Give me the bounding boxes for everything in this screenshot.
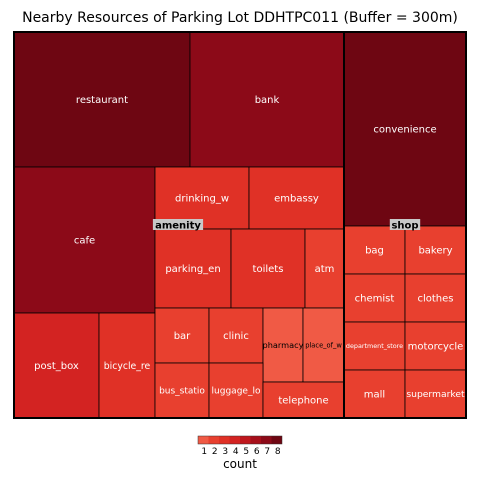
- legend-tick-5: 5: [243, 447, 249, 457]
- legend-tick-6: 6: [254, 447, 260, 457]
- legend-swatch-5: [240, 436, 251, 444]
- legend-swatch-6: [250, 436, 261, 444]
- tile-label-bag: bag: [365, 246, 384, 257]
- legend-swatch-1: [198, 436, 209, 444]
- tile-atm: [304, 228, 345, 309]
- tile-label-drinking-w: drinking_w: [175, 194, 229, 205]
- legend-tick-2: 2: [212, 447, 218, 457]
- tile-label-embassy: embassy: [274, 194, 319, 205]
- tile-bakery: [404, 225, 467, 275]
- tile-department-store: [343, 321, 406, 371]
- legend-swatch-8: [271, 436, 282, 444]
- tile-label-bus-statio: bus_statio: [159, 387, 205, 397]
- group-label-shop: shop: [391, 221, 418, 232]
- group-label-bg-shop: [389, 219, 421, 230]
- tile-label-pharmacy: pharmacy: [263, 340, 304, 350]
- tile-bank: [189, 31, 345, 168]
- tile-toilets: [230, 228, 306, 309]
- tile-label-bank: bank: [255, 95, 280, 106]
- tile-label-clothes: clothes: [417, 294, 453, 305]
- legend-swatch-3: [219, 436, 230, 444]
- tile-label-telephone: telephone: [278, 396, 328, 407]
- tile-convenience: [343, 31, 467, 227]
- tile-label-luggage-lo: luggage_lo: [212, 387, 261, 397]
- tile-label-bar: bar: [174, 331, 191, 342]
- legend-tick-1: 1: [201, 447, 207, 457]
- tile-label-restaurant: restaurant: [76, 95, 128, 106]
- tile-label-atm: atm: [315, 264, 335, 275]
- legend-swatch-7: [261, 436, 272, 444]
- chart-title: Nearby Resources of Parking Lot DDHTPC01…: [22, 10, 458, 26]
- legend-tick-8: 8: [275, 447, 281, 457]
- legend-swatch-2: [208, 436, 219, 444]
- tile-label-bicycle-re: bicycle_re: [104, 361, 151, 372]
- tile-label-chemist: chemist: [355, 294, 395, 305]
- tile-clothes: [404, 273, 467, 323]
- tile-parking-en: [154, 228, 232, 309]
- tile-place-of-w: [302, 307, 345, 383]
- tile-label-supermarket: supermarket: [406, 389, 465, 400]
- tile-mall: [343, 369, 406, 419]
- tile-bar: [154, 307, 210, 364]
- tile-label-post-box: post_box: [34, 361, 79, 372]
- tile-embassy: [248, 166, 345, 230]
- tile-label-place-of-w: place_of_w: [305, 341, 342, 349]
- legend-tick-4: 4: [233, 447, 239, 457]
- group-label-bg-amenity: [152, 219, 204, 230]
- tile-bus-statio: [154, 362, 210, 419]
- tile-label-clinic: clinic: [223, 331, 249, 342]
- group-border-shop: [343, 31, 467, 419]
- group-label-amenity: amenity: [155, 221, 201, 232]
- tile-label-cafe: cafe: [74, 236, 95, 247]
- tile-label-department-store: department_store: [346, 342, 403, 350]
- legend-bar-border: [197, 435, 283, 445]
- legend-title: count: [223, 457, 257, 471]
- legend-swatch-4: [229, 436, 240, 444]
- tile-supermarket: [404, 369, 467, 419]
- tile-label-motorcycle: motorcycle: [408, 342, 464, 353]
- tile-label-toilets: toilets: [253, 264, 284, 275]
- tile-chemist: [343, 273, 406, 323]
- tile-clinic: [208, 307, 264, 364]
- tile-label-mall: mall: [364, 390, 385, 401]
- tile-label-bakery: bakery: [418, 246, 452, 257]
- tile-motorcycle: [404, 321, 467, 371]
- legend-tick-7: 7: [264, 447, 270, 457]
- tile-label-parking-en: parking_en: [165, 264, 220, 275]
- tile-pharmacy: [262, 307, 304, 383]
- legend-tick-3: 3: [222, 447, 228, 457]
- tile-label-convenience: convenience: [373, 125, 436, 136]
- tile-post-box: [13, 312, 100, 419]
